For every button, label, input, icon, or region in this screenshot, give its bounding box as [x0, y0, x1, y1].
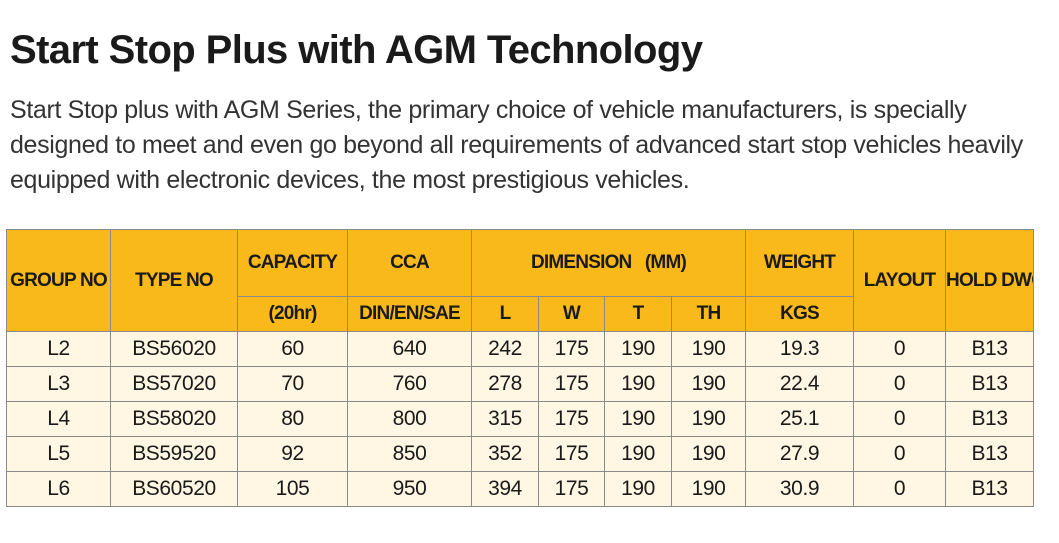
header-cca: CCA	[347, 229, 472, 297]
cell-weight: 19.3	[745, 331, 855, 367]
header-type-no: TYPE NO	[110, 229, 238, 332]
cell-capacity: 80	[237, 401, 348, 437]
cell-dim-t: 190	[604, 436, 672, 472]
cell-hold-down: B13	[945, 331, 1035, 367]
cell-dim-l: 394	[471, 471, 539, 507]
cell-type: BS57020	[110, 366, 238, 402]
header-capacity: CAPACITY	[237, 229, 348, 297]
cell-layout: 0	[853, 436, 947, 472]
cell-group: L5	[6, 436, 111, 472]
cell-hold-down: B13	[945, 471, 1035, 507]
page-title: Start Stop Plus with AGM Technology	[10, 28, 703, 72]
header-weight: WEIGHT	[745, 229, 855, 297]
cell-dim-w: 175	[538, 471, 605, 507]
header-dim-l: L	[471, 296, 539, 332]
cell-capacity: 105	[237, 471, 348, 507]
cell-hold-down: B13	[945, 366, 1035, 402]
cell-dim-t: 190	[604, 401, 672, 437]
header-dim-th: TH	[670, 296, 747, 332]
header-group-no: GROUP NO	[6, 229, 111, 332]
cell-hold-down: B13	[945, 401, 1035, 437]
table-row: L4 BS58020 80 800 315 175 190 190 25.1 0…	[6, 401, 1035, 437]
header-weight-sub: KGS	[745, 296, 855, 332]
cell-dim-th: 190	[670, 436, 747, 472]
cell-cca: 950	[347, 471, 472, 507]
cell-dim-t: 190	[604, 471, 672, 507]
cell-group: L2	[6, 331, 111, 367]
cell-group: L6	[6, 471, 111, 507]
cell-dim-th: 190	[670, 401, 747, 437]
table-body: L2 BS56020 60 640 242 175 190 190 19.3 0…	[6, 331, 1035, 507]
cell-capacity: 92	[237, 436, 348, 472]
cell-weight: 22.4	[745, 366, 855, 402]
cell-dim-l: 315	[471, 401, 539, 437]
cell-weight: 30.9	[745, 471, 855, 507]
cell-hold-down: B13	[945, 436, 1035, 472]
cell-dim-l: 278	[471, 366, 539, 402]
cell-dim-th: 190	[670, 366, 747, 402]
cell-weight: 25.1	[745, 401, 855, 437]
cell-cca: 760	[347, 366, 472, 402]
cell-group: L4	[6, 401, 111, 437]
table-row: L2 BS56020 60 640 242 175 190 190 19.3 0…	[6, 331, 1035, 367]
cell-dim-t: 190	[604, 366, 672, 402]
cell-weight: 27.9	[745, 436, 855, 472]
cell-capacity: 60	[237, 331, 348, 367]
cell-type: BS59520	[110, 436, 238, 472]
header-layout: LAYOUT	[853, 229, 947, 332]
cell-layout: 0	[853, 331, 947, 367]
header-cca-sub: DIN/EN/SAE	[347, 296, 472, 332]
cell-cca: 800	[347, 401, 472, 437]
cell-dim-th: 190	[670, 331, 747, 367]
cell-layout: 0	[853, 401, 947, 437]
header-hold-down: HOLD DWON	[945, 229, 1035, 332]
intro-paragraph: Start Stop plus with AGM Series, the pri…	[10, 96, 1023, 194]
table-row: L6 BS60520 105 950 394 175 190 190 30.9 …	[6, 471, 1035, 507]
cell-type: BS56020	[110, 331, 238, 367]
cell-dim-w: 175	[538, 401, 605, 437]
header-dim-w: W	[538, 296, 605, 332]
cell-dim-w: 175	[538, 436, 605, 472]
cell-dim-w: 175	[538, 366, 605, 402]
table-row: L5 BS59520 92 850 352 175 190 190 27.9 0…	[6, 436, 1035, 472]
cell-layout: 0	[853, 366, 947, 402]
cell-cca: 640	[347, 331, 472, 367]
cell-dim-l: 242	[471, 331, 539, 367]
cell-type: BS60520	[110, 471, 238, 507]
cell-dim-th: 190	[670, 471, 747, 507]
cell-cca: 850	[347, 436, 472, 472]
header-dimension: DIMENSION (MM)	[470, 229, 747, 297]
cell-group: L3	[6, 366, 111, 402]
header-capacity-sub: (20hr)	[237, 296, 348, 332]
spec-table: GROUP NO TYPE NO CAPACITY CCA DIMENSION …	[6, 229, 1035, 507]
header-dim-t: T	[604, 296, 672, 332]
cell-dim-t: 190	[604, 331, 672, 367]
table-header: GROUP NO TYPE NO CAPACITY CCA DIMENSION …	[6, 229, 1035, 332]
table-row: L3 BS57020 70 760 278 175 190 190 22.4 0…	[6, 366, 1035, 402]
cell-type: BS58020	[110, 401, 238, 437]
cell-capacity: 70	[237, 366, 348, 402]
cell-dim-l: 352	[471, 436, 539, 472]
cell-layout: 0	[853, 471, 947, 507]
cell-dim-w: 175	[538, 331, 605, 367]
